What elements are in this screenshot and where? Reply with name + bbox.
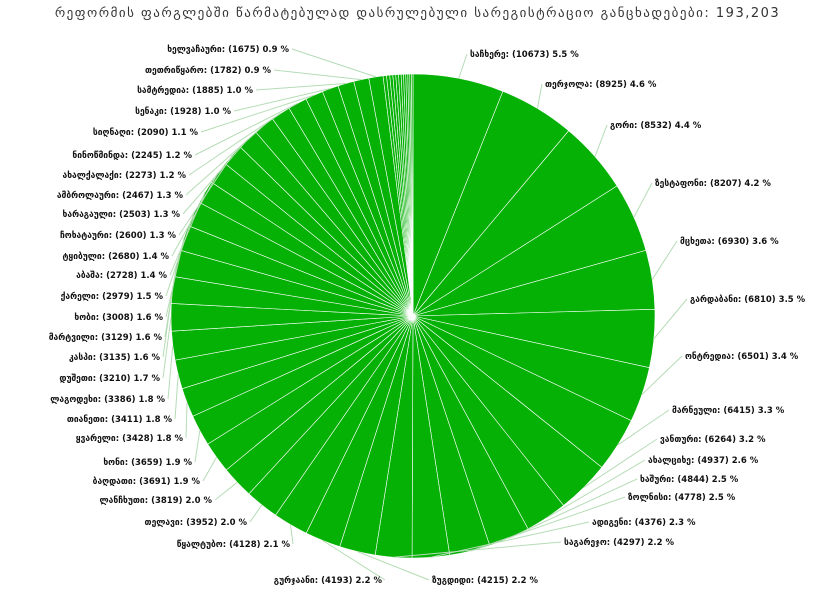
slice-labels: საჩხერე: (10673) 5.5 % თერჯოლა: (8925) 4.…	[49, 44, 806, 586]
leader-line	[233, 88, 331, 112]
leader-line	[194, 430, 201, 463]
leader-line	[508, 478, 638, 539]
leader-line	[290, 524, 294, 545]
slice-label: ხაშური: (4844) 2.5 %	[640, 474, 739, 485]
slice-label: ბაღდათი: (3691) 1.9 %	[93, 477, 201, 487]
slice-label: მარნეული: (6415) 3.3 %	[672, 405, 785, 416]
leader-line	[469, 496, 626, 552]
leader-line	[174, 374, 179, 420]
slice-label: ამბროლაური: (2467) 1.3 %	[57, 190, 184, 201]
leader-line	[546, 459, 646, 519]
slice-label: სიღნაღი: (2090) 1.1 %	[93, 128, 199, 138]
slice-label: ყვარელი: (3428) 1.8 %	[76, 433, 184, 444]
leader-line	[617, 409, 670, 446]
leader-line	[357, 551, 430, 581]
pie-slices	[170, 73, 656, 559]
slice-label: თეთრიწყარო: (1782) 0.9 %	[145, 65, 271, 76]
slice-label: ტყიბული: (2680) 1.4 %	[62, 252, 169, 262]
leader-line	[164, 263, 178, 338]
slice-label: ნინოწმინდა: (2245) 1.2 %	[72, 151, 192, 161]
slice-label: ხარაგაული: (2503) 1.3 %	[63, 209, 181, 220]
leader-lines	[162, 48, 688, 581]
slice-label: თიანეთი: (3411) 1.8 %	[67, 415, 173, 425]
leader-line	[458, 53, 468, 79]
slice-label: აბაშა: (2728) 1.4 %	[76, 271, 167, 281]
leader-line	[393, 541, 562, 558]
leader-line	[194, 102, 298, 156]
leader-line	[641, 355, 683, 396]
slice-label: ვანთური: (6264) 3.2 %	[660, 434, 766, 445]
slice-label: თერჯოლა: (8925) 4.6 %	[545, 79, 657, 90]
leader-line	[633, 182, 653, 218]
slice-label: ხონი: (3659) 1.9 %	[103, 458, 192, 468]
slice-label: საგარეჯო: (4297) 2.2 %	[564, 537, 675, 548]
leader-line	[182, 138, 249, 215]
slice-label: ზუგდიდი: (4215) 2.2 %	[432, 576, 539, 586]
leader-line	[185, 124, 265, 196]
leader-line	[249, 504, 263, 523]
slice-label: სამტრედია: (1885) 1.0 %	[137, 85, 253, 96]
leader-line	[536, 83, 543, 109]
slice-label: სენაკი: (1928) 1.0 %	[135, 107, 231, 117]
slice-label: ხობი: (3008) 1.6 %	[74, 313, 163, 323]
slice-label: ზოლნისი: (4778) 2.5 %	[628, 493, 736, 503]
leader-line	[322, 540, 386, 581]
leader-line	[167, 345, 174, 400]
leader-line	[291, 48, 377, 78]
leader-line	[200, 94, 315, 133]
leader-line	[594, 124, 608, 157]
leader-line	[202, 457, 217, 482]
leader-line	[178, 154, 233, 236]
slice-label: ჩოხატაური: (2600) 1.3 %	[60, 230, 177, 241]
leader-line	[165, 213, 195, 297]
slice-label: ზესტაფონი: (8207) 4.2 %	[655, 179, 771, 189]
slice-label: მცხეთა: (6930) 3.6 %	[680, 237, 779, 247]
slice-label: ახალქალაქი: (2273) 1.2 %	[63, 171, 187, 181]
leader-line	[653, 298, 688, 340]
slice-label: კასპი: (3135) 1.6 %	[69, 353, 161, 363]
leader-line	[651, 240, 678, 280]
slice-label: ლანჩხუთი: (3819) 2.0 %	[100, 496, 213, 506]
leader-line	[188, 112, 281, 176]
leader-line	[583, 438, 658, 488]
slice-label: საჩხერე: (10673) 5.5 %	[470, 49, 579, 60]
slice-label: თელავი: (3952) 2.0 %	[145, 518, 248, 528]
pie-slice	[411, 73, 414, 317]
leader-line	[185, 402, 188, 439]
leader-line	[214, 481, 238, 501]
chart-title: რეფორმის ფარგლებში წარმატებულად დასრულებ…	[54, 6, 781, 21]
slice-label: ლაგოდეხი: (3386) 1.8 %	[50, 395, 165, 405]
leader-line	[162, 317, 172, 379]
slice-label: გარდაბანი: (6810) 3.5 %	[690, 294, 806, 305]
slice-label: წყალტუბო: (4128) 2.1 %	[177, 540, 291, 550]
slice-label: ონტრედია: (6501) 3.4 %	[685, 351, 799, 362]
leader-line	[273, 69, 362, 81]
slice-label: გორი: (8532) 4.4 %	[610, 120, 702, 131]
slice-label: მარტვილი: (3129) 1.6 %	[49, 332, 163, 343]
slice-label: ქარელი: (2979) 1.5 %	[61, 291, 164, 302]
slice-label: დუშეთი: (3210) 1.7 %	[59, 374, 160, 384]
slice-label: ახალციხე: (4937) 2.6 %	[648, 456, 759, 466]
leader-line	[255, 83, 346, 91]
slice-label: ადიგენი: (4376) 2.3 %	[592, 518, 696, 528]
slice-label: ხელვაჩაური: (1675) 0.9 %	[167, 44, 289, 55]
leader-line	[171, 172, 219, 257]
slice-label: გურჯაანი: (4193) 2.2 %	[274, 575, 383, 586]
